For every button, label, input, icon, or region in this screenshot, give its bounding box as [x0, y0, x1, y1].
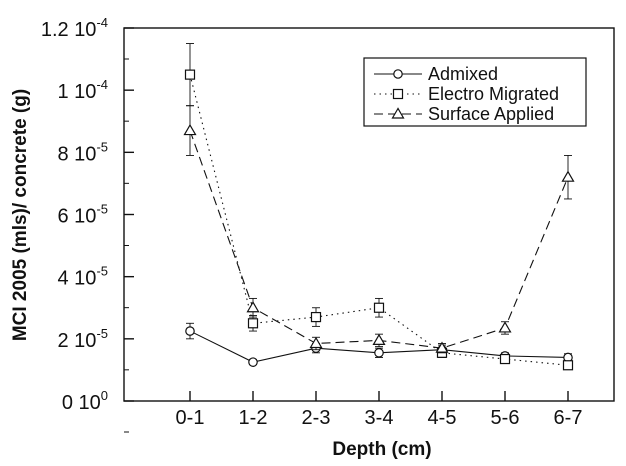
y-tick-label: 1.2 10-4 — [41, 15, 108, 41]
legend-label: Electro Migrated — [428, 84, 559, 104]
y-tick-exponent: -5 — [96, 326, 108, 341]
y-tick-label: 8 10-5 — [58, 139, 109, 165]
x-tick-label: 2-3 — [302, 407, 331, 429]
x-tick-label: 3-4 — [365, 407, 394, 429]
x-axis-title: Depth (cm) — [332, 439, 431, 460]
data-point — [498, 321, 512, 333]
legend-label: Admixed — [428, 64, 498, 84]
y-tick-label: 1 10-4 — [58, 77, 109, 103]
y-tick-exponent: -4 — [96, 77, 108, 92]
x-tick-label: 4-5 — [428, 407, 457, 429]
data-point — [246, 301, 260, 313]
y-tick-mantissa: 6 10 — [58, 206, 97, 228]
data-point — [185, 326, 195, 336]
data-point — [309, 336, 323, 349]
y-tick-label: 2 10-5 — [58, 326, 109, 352]
data-point — [562, 360, 574, 371]
data-point — [435, 341, 449, 353]
data-point — [248, 357, 258, 367]
y-tick-exponent: 0 — [101, 388, 108, 403]
y-tick-exponent: -4 — [96, 15, 108, 30]
x-tick-label: 1-2 — [239, 407, 268, 429]
series-square — [184, 43, 574, 371]
y-tick-mantissa: 1.2 10 — [41, 19, 97, 41]
legend-marker — [391, 107, 405, 119]
data-point — [310, 311, 322, 323]
data-point — [372, 333, 386, 345]
data-point — [373, 302, 385, 313]
x-tick-label: 6-7 — [554, 407, 583, 429]
y-tick-mantissa: 2 10 — [58, 330, 97, 352]
data-point — [247, 318, 259, 329]
data-point — [374, 348, 384, 358]
data-point — [499, 353, 511, 365]
y-tick-mantissa: 1 10 — [58, 81, 97, 103]
y-axis-title: MCI 2005 (mls)/ concrete (g) — [10, 89, 31, 341]
data-point — [561, 170, 575, 182]
y-tick-exponent: -5 — [96, 202, 108, 217]
data-point — [183, 123, 197, 136]
y-tick-exponent: -5 — [96, 139, 108, 154]
y-tick-label: 0 100 — [62, 388, 108, 414]
legend-label: Surface Applied — [428, 104, 554, 124]
y-tick-exponent: -5 — [96, 264, 108, 279]
x-tick-label: 5-6 — [491, 407, 520, 429]
series-triangle — [183, 105, 575, 354]
y-tick-mantissa: 0 10 — [62, 392, 101, 414]
data-point — [184, 69, 196, 80]
series-layer — [183, 43, 575, 371]
legend-marker — [393, 69, 403, 79]
legend-marker — [392, 88, 404, 100]
x-axis-ticks: 0-1 1-2 2-3 3-4 4-5 5-6 6-7 — [176, 391, 583, 429]
x-tick-label: 0-1 — [176, 407, 205, 429]
y-tick-label: 4 10-5 — [58, 264, 109, 290]
y-tick-mantissa: 4 10 — [58, 268, 97, 290]
y-tick-label: 6 10-5 — [58, 202, 109, 228]
y-tick-mantissa: 8 10 — [58, 143, 97, 165]
